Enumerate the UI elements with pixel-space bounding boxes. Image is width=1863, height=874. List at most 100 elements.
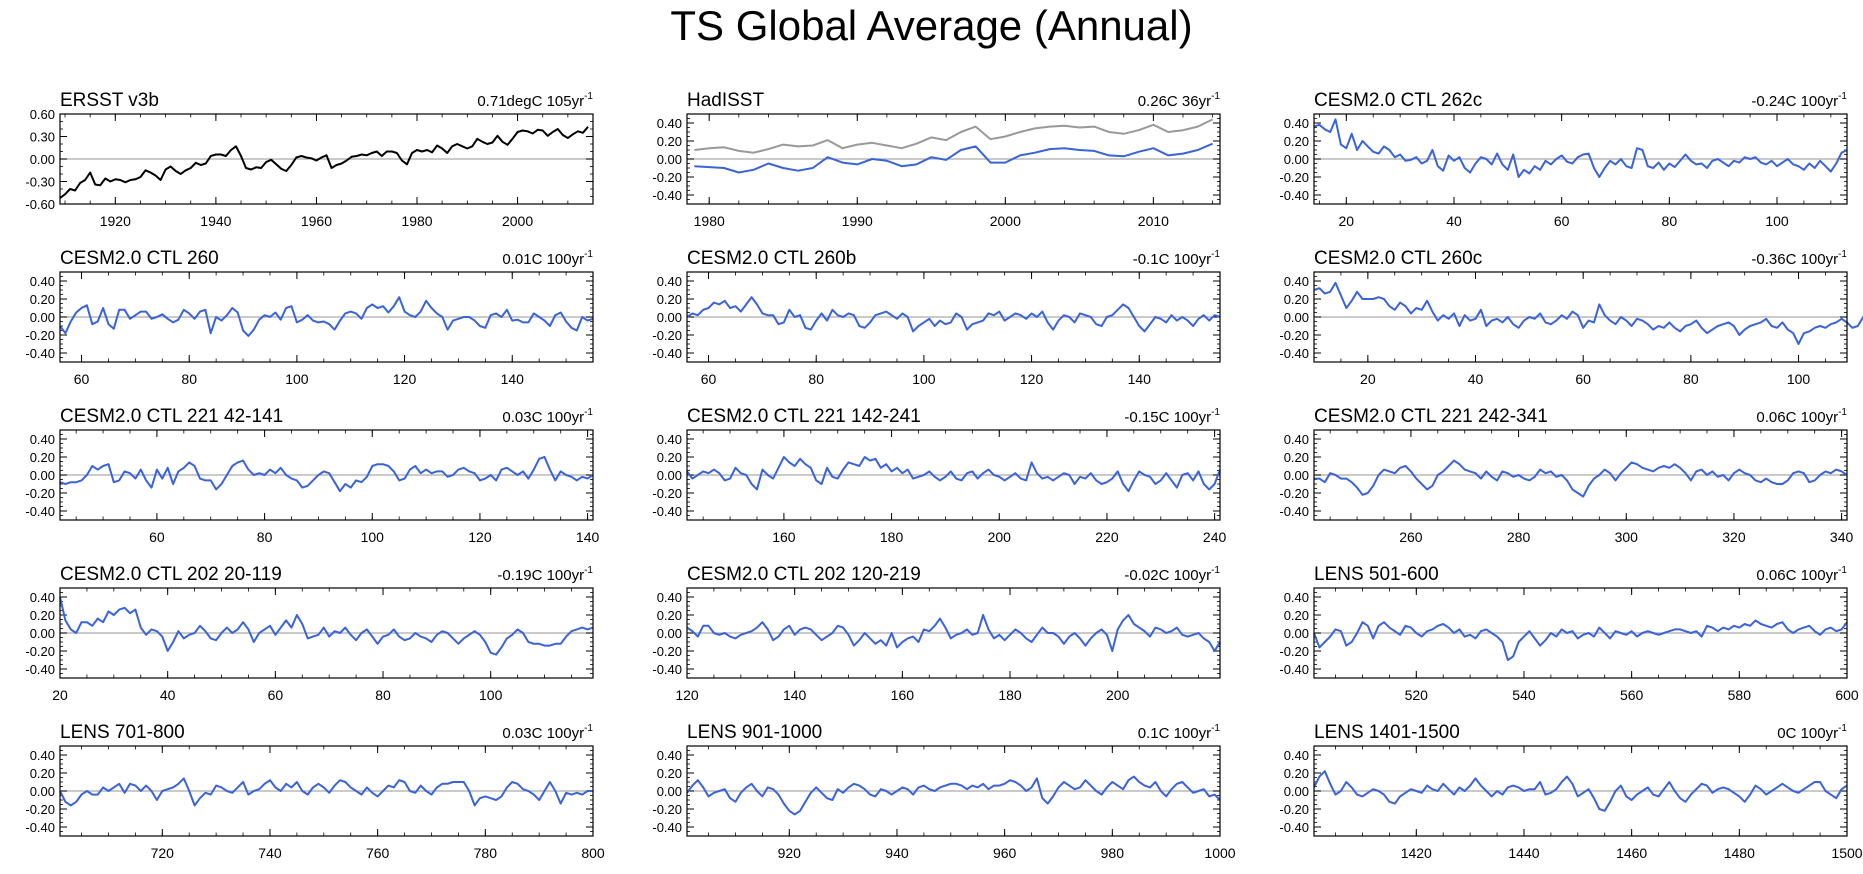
chart-panel-7: CESM2.0 CTL 221 42-141 0.03C 100yr-1 0.40 0… [25, 406, 599, 545]
y-tick-label: -0.40 [25, 662, 55, 677]
series-line-cesm2-0-ctl-262c [1313, 118, 1848, 178]
y-tick-label: -0.40 [25, 504, 55, 519]
trend-label: -0.36C 100yr-1 [1751, 249, 1847, 268]
x-tick-label: 60 [149, 529, 165, 545]
y-tick-label: 0.00 [30, 784, 55, 799]
x-tick-label: 100 [1765, 213, 1789, 229]
chart-panel-11: CESM2.0 CTL 202 120-219 -0.02C 100yr-1 0.4… [652, 564, 1221, 703]
trend-exponent: -1 [1838, 407, 1847, 418]
y-tick-label: 0.40 [657, 274, 682, 289]
x-tick-label: 760 [366, 845, 390, 861]
y-tick-label: 0.20 [657, 766, 682, 781]
y-tick-label: -0.60 [25, 197, 55, 212]
trend-value: 0.06C 100yr [1756, 409, 1838, 426]
series-line-ersst-v3b [59, 126, 589, 199]
x-tick-label: 100 [361, 529, 385, 545]
y-tick-label: 0.00 [657, 784, 682, 799]
plot-frame [686, 271, 1221, 363]
chart-panel-6: CESM2.0 CTL 260c -0.36C 100yr-1 0.40 0.20 0.… [1279, 248, 1863, 387]
chart-panel-10: CESM2.0 CTL 202 20-119 -0.19C 100yr-1 0.40… [25, 564, 594, 703]
trend-exponent: -1 [1838, 565, 1847, 576]
y-tick-label: 0.20 [657, 292, 682, 307]
y-tick-label: -0.40 [1279, 662, 1309, 677]
x-tick-label: 80 [257, 529, 273, 545]
series-line-cesm2-0-ctl-221-242-341 [1314, 459, 1848, 498]
chart-panel-15: LENS 1401-1500 0C 100yr-1 0.40 0.20 0.00 -0.2… [1279, 722, 1862, 861]
trend-value: 0.71degC 105yr [477, 93, 584, 110]
y-tick-label: 0.40 [657, 116, 682, 131]
trend-value: 0.1C 100yr [1138, 725, 1211, 742]
plot-frame [59, 271, 594, 363]
trend-label: 0.03C 100yr-1 [502, 723, 593, 742]
x-tick-label: 140 [501, 371, 525, 387]
trend-label: 0.71degC 105yr-1 [477, 91, 593, 110]
y-tick-label: 0.20 [1284, 450, 1309, 465]
x-tick-label: 100 [285, 371, 309, 387]
y-tick-label: 0.00 [1284, 468, 1309, 483]
x-tick-label: 1920 [100, 213, 131, 229]
y-tick-label: -0.20 [1279, 328, 1309, 343]
page-title: TS Global Average (Annual) [670, 2, 1193, 49]
y-tick-label: 0.00 [1284, 626, 1309, 641]
x-tick-label: 240 [1203, 529, 1227, 545]
trend-label: 0.26C 36yr-1 [1138, 91, 1221, 110]
x-tick-label: 1940 [200, 213, 231, 229]
y-tick-label: 0.20 [1284, 608, 1309, 623]
y-tick-label: -0.20 [652, 486, 682, 501]
chart-title: CESM2.0 CTL 260b [687, 248, 856, 269]
y-tick-label: -0.40 [25, 820, 55, 835]
trend-label: -0.1C 100yr-1 [1133, 249, 1221, 268]
trend-exponent: -1 [584, 91, 593, 102]
chart-title: HadISST [687, 90, 764, 111]
x-tick-label: 180 [880, 529, 904, 545]
trend-value: 0.01C 100yr [502, 251, 584, 268]
y-tick-label: -0.40 [25, 346, 55, 361]
y-tick-label: 0.00 [1284, 152, 1309, 167]
chart-panel-12: LENS 501-600 0.06C 100yr-1 0.40 0.20 0.00 -0.… [1279, 564, 1859, 703]
y-tick-label: 0.40 [657, 590, 682, 605]
x-tick-label: 40 [1446, 213, 1462, 229]
y-tick-label: 0.30 [30, 130, 55, 145]
series-line-lens-1401-1500 [1313, 770, 1848, 812]
chart-title: LENS 501-600 [1314, 564, 1439, 585]
y-tick-label: -0.40 [652, 188, 682, 203]
x-tick-label: 60 [74, 371, 90, 387]
plot-frame [59, 587, 594, 679]
series-line-hadisst-observed- [694, 118, 1214, 154]
y-tick-label: -0.20 [25, 328, 55, 343]
x-tick-label: 1420 [1401, 845, 1432, 861]
x-tick-label: 80 [808, 371, 824, 387]
y-tick-label: 0.20 [657, 450, 682, 465]
trend-exponent: -1 [1211, 723, 1220, 734]
series-line-cesm2-0 [694, 142, 1213, 174]
x-tick-label: 540 [1512, 687, 1536, 703]
x-tick-label: 980 [1101, 845, 1125, 861]
series-line-cesm2-0-ctl-221-42-141 [59, 456, 594, 493]
y-tick-label: -0.20 [1279, 170, 1309, 185]
x-tick-label: 560 [1620, 687, 1644, 703]
x-tick-label: 200 [988, 529, 1012, 545]
plot-frame [1313, 587, 1848, 679]
x-tick-label: 140 [576, 529, 600, 545]
y-tick-label: 0.20 [657, 608, 682, 623]
x-tick-label: 60 [268, 687, 284, 703]
y-tick-label: 0.00 [657, 626, 682, 641]
y-tick-label: 0.00 [657, 310, 682, 325]
x-tick-label: 80 [181, 371, 197, 387]
trend-exponent: -1 [584, 565, 593, 576]
y-tick-label: 0.40 [30, 590, 55, 605]
y-tick-label: 0.20 [30, 766, 55, 781]
y-tick-label: -0.40 [652, 820, 682, 835]
y-tick-label: 0.40 [1284, 116, 1309, 131]
y-tick-label: 0.40 [657, 748, 682, 763]
x-tick-label: 180 [998, 687, 1022, 703]
chart-title: CESM2.0 CTL 202 20-119 [60, 564, 282, 585]
trend-label: -0.19C 100yr-1 [497, 565, 593, 584]
trend-exponent: -1 [1838, 249, 1847, 260]
chart-panel-4: CESM2.0 CTL 260 0.01C 100yr-1 0.40 0.20 0.00… [25, 248, 594, 387]
y-tick-label: 0.40 [30, 432, 55, 447]
x-tick-label: 220 [1095, 529, 1119, 545]
chart-panel-3: CESM2.0 CTL 262c -0.24C 100yr-1 0.40 0.20 0.… [1279, 90, 1848, 229]
trend-label: 0.03C 100yr-1 [502, 407, 593, 426]
